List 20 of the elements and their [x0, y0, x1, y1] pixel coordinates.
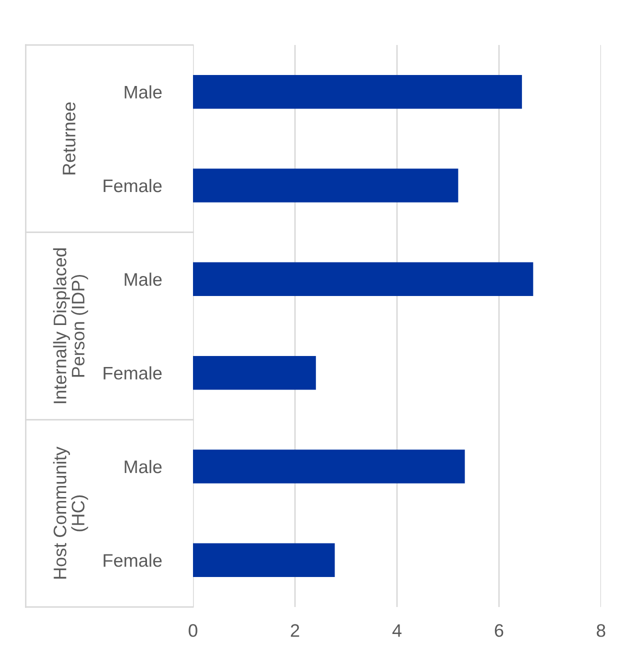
bar — [193, 262, 534, 296]
text: Host Community (HC) — [53, 446, 88, 579]
y-tick-label: Male — [124, 460, 162, 474]
bar — [193, 356, 316, 390]
y-tick-label: Male — [124, 85, 162, 99]
x-tick-label: 2 — [290, 624, 300, 637]
bar — [193, 450, 465, 484]
x-tick-label: 6 — [494, 624, 504, 637]
y-tick-label: Female — [104, 178, 162, 192]
y-tick-label: Female — [104, 554, 162, 567]
y-tick-label: Male — [124, 272, 162, 286]
x-tick-label: 4 — [392, 624, 402, 637]
text: Internally Displaced Person (IDP) — [53, 248, 88, 404]
x-tick-label: 0 — [188, 624, 198, 637]
bar — [193, 543, 335, 578]
x-tick-label: 8 — [596, 624, 606, 637]
bar — [193, 168, 458, 202]
text: Returnee — [62, 102, 76, 174]
y-tick-label: Female — [104, 366, 162, 380]
bar — [193, 74, 522, 109]
